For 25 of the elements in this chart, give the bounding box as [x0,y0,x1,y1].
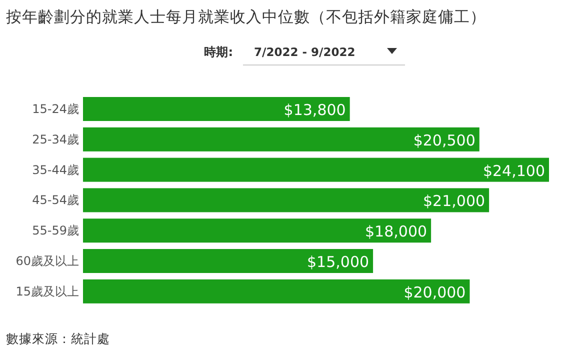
data-label: $21,000 [423,192,486,210]
bar [83,127,480,152]
bar [83,249,374,273]
y-tick-label: 55-59歲 [32,224,79,238]
y-tick-label: 45-54歲 [32,193,79,208]
y-tick-label: 15歲及以上 [16,284,79,298]
y-tick-label: 35-44歲 [32,162,79,177]
bar [83,218,432,243]
text: 數據來源：統計處 [6,331,110,346]
data-label: $13,800 [284,101,346,119]
data-label: $20,500 [413,131,476,150]
data-label: $15,000 [307,253,370,271]
data-label: $24,100 [482,162,545,180]
bar [83,158,549,182]
bar [83,188,490,212]
bar [83,279,470,304]
data-label: $20,000 [404,283,466,302]
chart-subtitle: 時期: [204,45,233,59]
y-tick-label: 60歲及以上 [16,254,79,268]
y-tick-label: 25-34歲 [32,132,79,146]
bar [83,97,350,121]
y-tick-label: 15-24歲 [32,102,79,116]
data-label: $18,000 [365,222,428,241]
chart-title: 按年齡劃分的就業人士每月就業收入中位數（不包括外籍家庭傭工） [6,8,486,26]
text: 7/2022 - 9/2022 [254,45,356,59]
